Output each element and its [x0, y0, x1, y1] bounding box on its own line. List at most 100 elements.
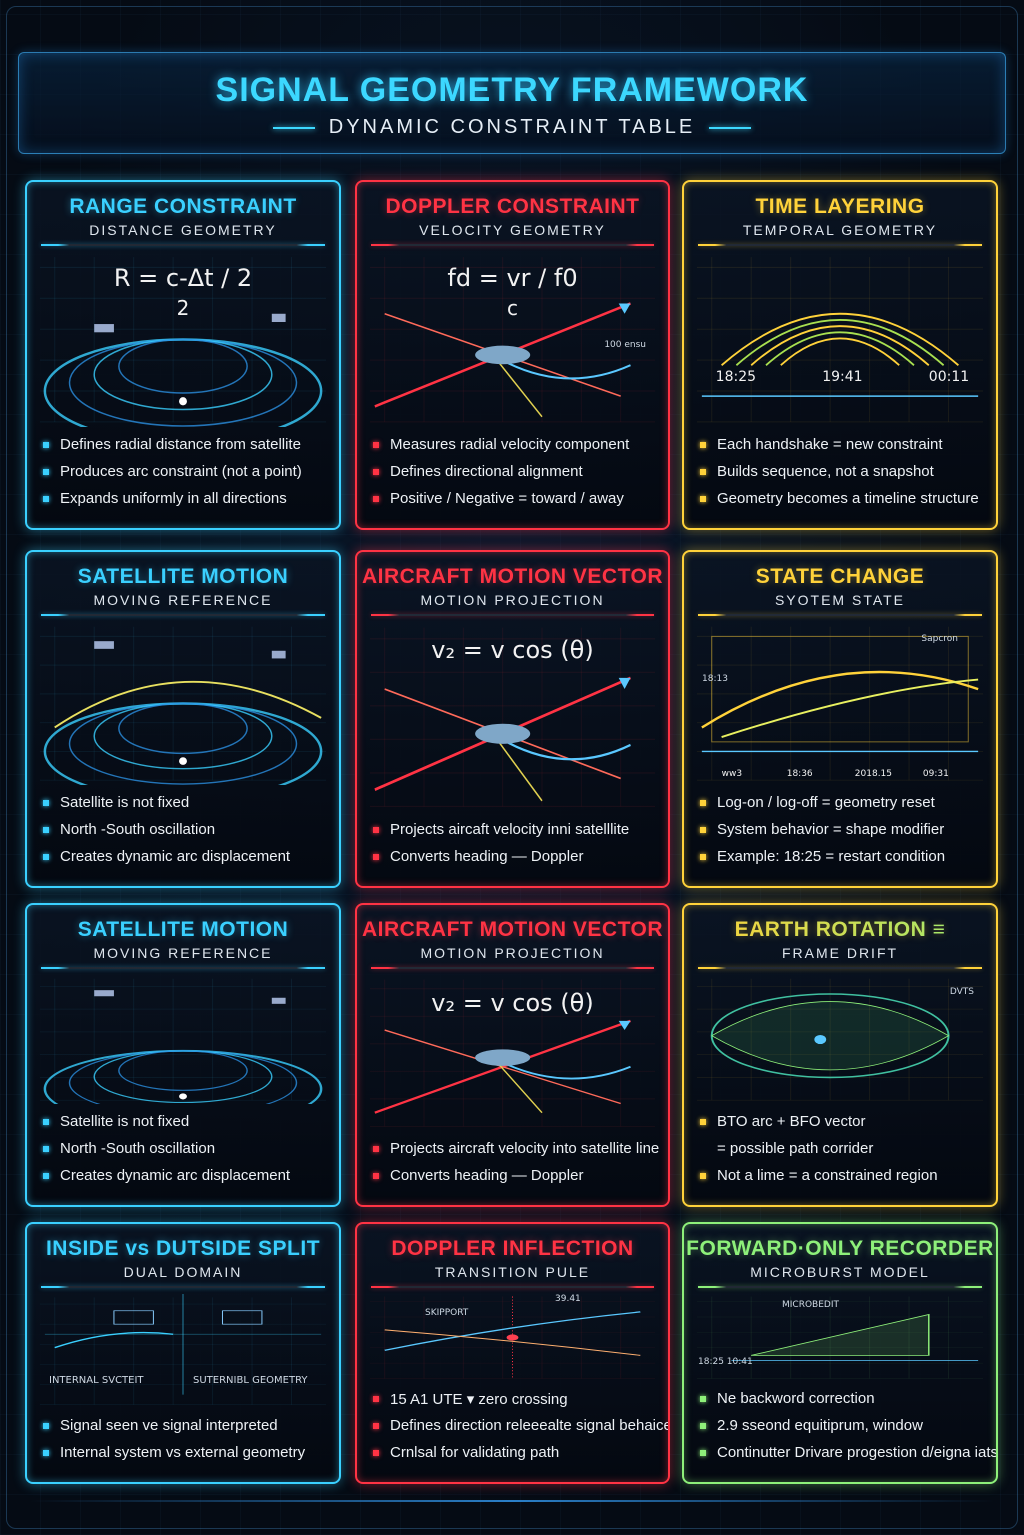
microburst-ramp-icon: MICROBEDIT 18:25 10:41	[692, 1294, 988, 1381]
card-divider	[698, 614, 982, 616]
visual-label: DVTS	[949, 987, 974, 997]
bullet-item: North -South oscillation	[43, 1135, 339, 1162]
orbit-arc-icon	[39, 257, 327, 427]
bullet-item: 2.9 sseond equitiprum, window	[700, 1412, 996, 1439]
timeline-arcs-icon	[696, 257, 984, 423]
card-title: SATELLITE MOTION	[77, 918, 289, 941]
aircraft-vector-icon	[369, 979, 656, 1127]
bullet-item: Each handshake = new constraint	[700, 431, 996, 458]
card-range-constraint: RANGE CONSTRAINT DISTANCE GEOMETRY R = c-Δ…	[25, 180, 341, 530]
bullet-text: Converts heading — Doppler	[390, 1167, 584, 1184]
divider	[272, 126, 315, 129]
card-divider	[41, 614, 325, 616]
card-title: STATE CHANGE	[755, 565, 925, 588]
bullet-item: North -South oscillation	[43, 816, 339, 843]
bullet-item: 15 A1 UTE ▾ zero crossing	[373, 1385, 668, 1412]
card-subtitle: MOVING REFERENCE	[93, 945, 273, 961]
formula-text: R = c-Δt / 2	[113, 264, 253, 292]
bullet-icon	[43, 441, 49, 448]
bullet-list: Each handshake = new constraint Builds se…	[684, 431, 996, 528]
bullet-icon	[700, 1449, 706, 1456]
time-label: 2018.15	[854, 769, 893, 779]
bullet-text: Example: 18:25 = restart condition	[717, 848, 946, 865]
bullet-icon	[43, 1449, 49, 1456]
bullet-item: Projects aircaft velocity inni satelllit…	[373, 816, 668, 843]
card-subtitle: TEMPORAL GEOMETRY	[742, 222, 938, 238]
earth-globe-icon: DVTS	[692, 975, 988, 1104]
time-label: ww3	[721, 769, 743, 779]
bullet-text: Converts heading — Doppler	[390, 848, 584, 865]
bullet-text: Continutter Drivare progestion d/eigna i…	[717, 1444, 998, 1461]
bullet-text: Creates dynamic arc displacement	[60, 848, 291, 865]
bullet-text: Each handshake = new constraint	[717, 436, 943, 453]
bullet-text: Defines direction releeealte signal beha…	[390, 1417, 670, 1434]
bullet-icon	[43, 853, 49, 860]
formula-text: v₂ = v cos (θ)	[431, 989, 594, 1017]
bullet-item: Defines radial distance from satellite	[43, 431, 339, 458]
bullet-item: Signal seen ve signal interpreted	[43, 1412, 339, 1439]
card-divider	[371, 614, 654, 616]
card-divider	[698, 244, 982, 246]
bullet-item: Satellite is not fixed	[43, 1108, 339, 1135]
bullet-text: Defines radial distance from satellite	[60, 436, 301, 453]
divider	[709, 126, 752, 129]
bullet-text: Expands uniformly in all directions	[60, 490, 287, 507]
bullet-text: 2.9 sseond equitiprum, window	[717, 1417, 923, 1434]
bullet-icon	[43, 1145, 49, 1152]
bullet-icon	[373, 826, 379, 833]
bullet-item: Continutter Drivare progestion d/eigna i…	[700, 1439, 996, 1466]
bullet-text: Signal seen ve signal interpreted	[60, 1417, 278, 1434]
state-arc-icon: Sарcron 18:13 ww3 18:36 2018.15 09:31	[692, 622, 988, 785]
bullet-list: Projects aircaft velocity inni satelllit…	[357, 816, 668, 886]
outer-frame	[6, 6, 1018, 1529]
bullet-item: Projects aircraft velocity into satellit…	[373, 1135, 668, 1162]
bullet-icon	[700, 495, 706, 502]
bullet-item: Internal system vs external geometry	[43, 1439, 339, 1466]
bullet-text: Satellite is not fixed	[60, 794, 190, 811]
bullet-list: Defines radial distance from satellite Pr…	[27, 431, 339, 528]
card-subtitle: MOTION PROJECTION	[420, 945, 605, 961]
bullet-item: Converts heading — Doppler	[373, 1162, 668, 1189]
bullet-text: Creates dynamic arc displacement	[60, 1167, 291, 1184]
time-label: 09:31	[922, 769, 949, 779]
inflection-crossing-icon: SKIPPORT 39.41	[365, 1294, 660, 1381]
formula-denominator: 2	[176, 296, 190, 320]
bullet-icon	[700, 826, 706, 833]
bullet-icon	[373, 1145, 379, 1152]
time-label: 18:36	[786, 769, 813, 779]
bullet-text: Projects aircraft velocity into satellit…	[390, 1140, 660, 1157]
bullet-text: Measures radial velocity component	[390, 436, 630, 453]
bullet-text: Builds sequence, not a snapshot	[717, 463, 934, 480]
card-title: RANGE CONSTRAINT	[69, 195, 297, 218]
bullet-item: Positive / Negative = toward / away	[373, 485, 668, 512]
satellite-orbit-icon	[35, 622, 331, 785]
time-label: 00:11	[928, 369, 970, 385]
bullet-icon	[43, 1118, 49, 1125]
card-satellite-motion: SATELLITE MOTION MOVING REFERENCE Satellit…	[25, 903, 341, 1207]
bullet-icon	[700, 1395, 706, 1402]
bullet-item: System behavior = shape modifier	[700, 816, 996, 843]
bullet-item: Creates dynamic arc displacement	[43, 843, 339, 870]
page-title: SIGNAL GEOMETRY FRAMEWORK	[215, 71, 809, 109]
card-doppler-constraint: DOPPLER CONSTRAINT VELOCITY GEOMETRY fd = …	[355, 180, 670, 530]
aircraft-vector-icon: v₂ = v cos (θ)	[365, 975, 660, 1131]
time-label: 18:25	[715, 369, 757, 385]
formula-text: fd = vr / f0	[447, 264, 578, 292]
bullet-text: North -South oscillation	[60, 821, 216, 838]
time-label: 19:41	[822, 369, 863, 385]
earth-globe-icon	[696, 978, 984, 1101]
card-divider	[698, 1286, 982, 1288]
aircraft-vector-icon: v₂ = v cos (θ)	[365, 622, 660, 812]
card-subtitle: FRAME DRIFT	[781, 945, 899, 961]
bullet-item: Geometry becomes a timeline structure	[700, 485, 996, 512]
bullet-list: Projects aircraft velocity into satellit…	[357, 1135, 668, 1205]
bullet-icon	[373, 441, 379, 448]
bullet-text: Geometry becomes a timeline structure	[717, 490, 979, 507]
bullet-list: Signal seen ve signal interpreted Interna…	[27, 1412, 339, 1482]
card-title: TIME LAYERING	[755, 195, 925, 218]
bullet-text: Produces arc constraint (not a point)	[60, 463, 302, 480]
card-divider	[371, 967, 654, 969]
bullet-item: Defines directional alignment	[373, 458, 668, 485]
bullet-icon	[373, 1449, 379, 1456]
card-title: AIRCRAFT MOTION VECTOR	[361, 918, 664, 941]
